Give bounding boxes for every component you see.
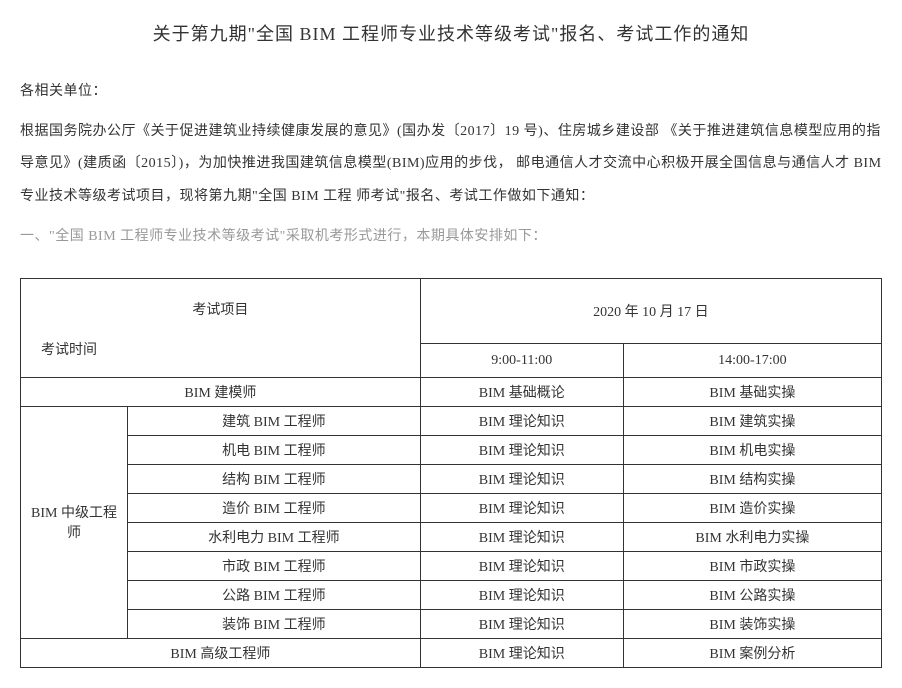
mid-row-c2: BIM 水利电力实操 — [623, 522, 881, 551]
table-row: BIM 建模师 BIM 基础概论 BIM 基础实操 — [21, 377, 882, 406]
mid-row-label: 水利电力 BIM 工程师 — [128, 522, 421, 551]
mid-row-c2: BIM 机电实操 — [623, 435, 881, 464]
mid-row-c1: BIM 理论知识 — [420, 493, 623, 522]
mid-row-c1: BIM 理论知识 — [420, 406, 623, 435]
mid-row-c2: BIM 市政实操 — [623, 551, 881, 580]
header-date: 2020 年 10 月 17 日 — [420, 278, 881, 344]
mid-row-label: 市政 BIM 工程师 — [128, 551, 421, 580]
table-header-row-1: 考试项目 考试时间 2020 年 10 月 17 日 — [21, 278, 882, 344]
mid-row-c2: BIM 公路实操 — [623, 580, 881, 609]
row-senior-label: BIM 高级工程师 — [21, 638, 421, 667]
body-paragraph: 根据国务院办公厅《关于促进建筑业持续健康发展的意见》(国办发〔2017〕19 号… — [20, 116, 882, 213]
mid-group-label: BIM 中级工程师 — [21, 406, 128, 638]
row-modeler-c2: BIM 基础实操 — [623, 377, 881, 406]
table-row: 结构 BIM 工程师 BIM 理论知识 BIM 结构实操 — [21, 464, 882, 493]
mid-row-label: 机电 BIM 工程师 — [128, 435, 421, 464]
page-title: 关于第九期"全国 BIM 工程师专业技术等级考试"报名、考试工作的通知 — [20, 20, 882, 46]
mid-row-c1: BIM 理论知识 — [420, 435, 623, 464]
mid-row-c2: BIM 造价实操 — [623, 493, 881, 522]
section-1-intro: 一、"全国 BIM 工程师专业技术等级考试"采取机考形式进行，本期具体安排如下： — [20, 221, 882, 253]
mid-row-c1: BIM 理论知识 — [420, 464, 623, 493]
row-modeler-label: BIM 建模师 — [21, 377, 421, 406]
row-senior-c2: BIM 案例分析 — [623, 638, 881, 667]
header-time-morning: 9:00-11:00 — [420, 344, 623, 377]
table-row: 公路 BIM 工程师 BIM 理论知识 BIM 公路实操 — [21, 580, 882, 609]
table-row: 市政 BIM 工程师 BIM 理论知识 BIM 市政实操 — [21, 551, 882, 580]
exam-schedule-table: 考试项目 考试时间 2020 年 10 月 17 日 9:00-11:00 14… — [20, 278, 882, 668]
table-row: BIM 高级工程师 BIM 理论知识 BIM 案例分析 — [21, 638, 882, 667]
header-exam-item: 考试项目 考试时间 — [21, 278, 421, 377]
mid-row-label: 装饰 BIM 工程师 — [128, 609, 421, 638]
mid-row-label: 结构 BIM 工程师 — [128, 464, 421, 493]
header-time-afternoon: 14:00-17:00 — [623, 344, 881, 377]
mid-row-c2: BIM 装饰实操 — [623, 609, 881, 638]
table-row: BIM 中级工程师 建筑 BIM 工程师 BIM 理论知识 BIM 建筑实操 — [21, 406, 882, 435]
table-row: 机电 BIM 工程师 BIM 理论知识 BIM 机电实操 — [21, 435, 882, 464]
table-row: 水利电力 BIM 工程师 BIM 理论知识 BIM 水利电力实操 — [21, 522, 882, 551]
mid-row-c1: BIM 理论知识 — [420, 551, 623, 580]
table-row: 造价 BIM 工程师 BIM 理论知识 BIM 造价实操 — [21, 493, 882, 522]
mid-row-label: 造价 BIM 工程师 — [128, 493, 421, 522]
mid-row-label: 公路 BIM 工程师 — [128, 580, 421, 609]
mid-row-label: 建筑 BIM 工程师 — [128, 406, 421, 435]
mid-row-c1: BIM 理论知识 — [420, 609, 623, 638]
salutation: 各相关单位： — [20, 76, 882, 108]
table-row: 装饰 BIM 工程师 BIM 理论知识 BIM 装饰实操 — [21, 609, 882, 638]
mid-row-c2: BIM 结构实操 — [623, 464, 881, 493]
row-modeler-c1: BIM 基础概论 — [420, 377, 623, 406]
mid-row-c1: BIM 理论知识 — [420, 580, 623, 609]
mid-row-c2: BIM 建筑实操 — [623, 406, 881, 435]
mid-row-c1: BIM 理论知识 — [420, 522, 623, 551]
row-senior-c1: BIM 理论知识 — [420, 638, 623, 667]
